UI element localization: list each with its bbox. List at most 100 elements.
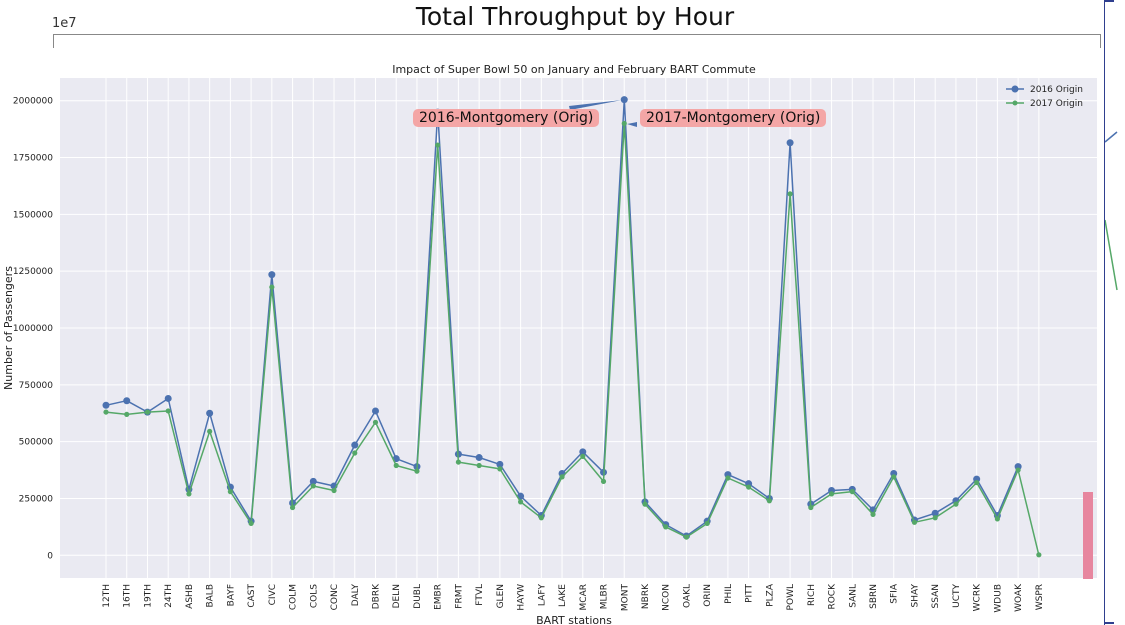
data-point-2017 [393, 462, 399, 469]
data-point-2017 [974, 479, 980, 486]
data-point-2017 [476, 462, 482, 469]
x-tick-label: MLBR [600, 584, 610, 609]
x-tick-label: ROCK [828, 583, 838, 610]
figure-title: Total Throughput by Hour [415, 2, 735, 31]
x-tick-label: WDUB [993, 584, 1003, 613]
x-tick-label: CONC [330, 584, 340, 610]
right-edge-line [1104, 0, 1105, 625]
data-point-2017 [559, 474, 565, 480]
data-point-2017 [580, 453, 586, 460]
y-tick-label: 1000000 [13, 324, 53, 334]
data-point-2017 [1015, 467, 1021, 473]
x-tick-label: UCTY [952, 584, 962, 608]
x-tick-label: 19TH [143, 584, 153, 608]
data-point-2016 [931, 509, 939, 517]
annotation-2016-montgomery: 2016-Montgomery (Orig) [413, 109, 600, 127]
x-tick-label: PLZA [765, 583, 775, 607]
right-edge-cap-top [1104, 0, 1114, 2]
data-point-2017 [372, 419, 379, 425]
y-tick-label: 250000 [19, 494, 54, 504]
x-tick-label: BALB [206, 584, 216, 608]
data-point-2017 [310, 483, 316, 489]
data-point-2016 [475, 454, 483, 462]
x-tick-label: NCON [662, 584, 672, 611]
data-point-2017 [124, 411, 130, 417]
y-tick-label: 2000000 [13, 97, 53, 107]
x-tick-label: SBRN [869, 584, 879, 609]
legend-marker-2017 [1012, 100, 1018, 106]
x-tick-label: 12TH [102, 584, 112, 608]
annotation-2017-montgomery: 2017-Montgomery (Orig) [640, 109, 827, 127]
x-tick-label: WOAK [1014, 583, 1024, 612]
data-point-2016 [206, 409, 214, 417]
data-point-2017 [227, 489, 233, 495]
x-tick-label: FTVL [475, 584, 485, 606]
x-tick-label: DALY [351, 584, 361, 607]
x-tick-label: SSAN [931, 584, 941, 608]
data-point-2017 [891, 474, 897, 480]
data-point-2017 [994, 516, 1000, 522]
data-point-2017 [455, 459, 462, 465]
x-tick-label: LAKE [558, 584, 568, 607]
data-point-2017 [289, 504, 296, 511]
x-tick-label: EMBR [434, 584, 444, 610]
x-tick-label: WCRK [973, 583, 983, 611]
data-point-2017 [787, 191, 793, 197]
y-tick-label: 1750000 [13, 154, 53, 164]
data-point-2016 [123, 397, 131, 405]
x-tick-label: DUBL [413, 584, 423, 609]
data-point-2017 [352, 450, 358, 456]
y-offset-exponent-label: 1e7 [52, 16, 77, 31]
data-point-2016 [102, 401, 110, 409]
data-point-2017 [808, 504, 814, 511]
x-tick-label: SFIA [890, 583, 900, 604]
x-tick-label: CAST [247, 584, 257, 608]
data-point-2017 [165, 408, 171, 414]
data-point-2017 [663, 524, 669, 530]
data-point-2017 [683, 534, 690, 540]
data-point-2016 [496, 460, 504, 468]
data-point-2016 [620, 96, 628, 104]
y-tick-label: 500000 [19, 438, 54, 448]
data-point-2016 [371, 407, 379, 415]
data-point-2017 [704, 520, 710, 527]
data-point-2017 [269, 284, 275, 290]
x-tick-label: DELN [392, 584, 402, 608]
chart-title: Impact of Super Bowl 50 on January and F… [392, 63, 756, 76]
data-point-2016 [309, 477, 317, 485]
data-point-2017 [103, 409, 109, 415]
x-tick-label: HAYW [517, 584, 527, 611]
data-point-2017 [849, 489, 855, 495]
data-point-2016 [786, 139, 794, 147]
x-tick-label: COLM [289, 584, 299, 610]
data-point-2016 [164, 394, 172, 402]
data-point-2017 [766, 498, 772, 504]
x-tick-label: 16TH [123, 584, 133, 608]
data-point-2017 [600, 478, 607, 485]
right-clipped-lines [1104, 131, 1118, 291]
series-layer [102, 96, 1042, 558]
x-tick-label: SHAY [910, 583, 920, 607]
data-point-2017 [870, 511, 876, 517]
x-tick-label: GLEN [496, 584, 506, 608]
x-tick-label: MONT [620, 584, 630, 612]
y-tick-labels: 0 250000 500000 750000 1000000 1250000 1500000… [13, 97, 53, 562]
data-point-2017 [538, 515, 544, 521]
right-edge-cap-bottom [1104, 622, 1114, 624]
data-point-2017 [746, 484, 752, 490]
data-point-2017 [642, 501, 648, 507]
data-point-2017 [207, 428, 213, 435]
data-point-2016 [351, 441, 359, 449]
data-point-2017 [435, 142, 441, 148]
x-tick-label: RICH [807, 584, 817, 606]
data-point-2017 [932, 515, 938, 521]
x-tick-label: CIVC [268, 584, 278, 605]
legend-label-2016: 2016 Origin [1030, 85, 1083, 95]
data-point-2017 [248, 520, 254, 527]
x-tick-label: BAYF [226, 584, 236, 606]
data-point-2017 [911, 519, 918, 525]
upper-axes-frame [53, 34, 1101, 48]
x-tick-label: DBRK [371, 583, 381, 609]
y-tick-label: 1500000 [13, 210, 53, 220]
data-point-2017 [497, 466, 503, 472]
